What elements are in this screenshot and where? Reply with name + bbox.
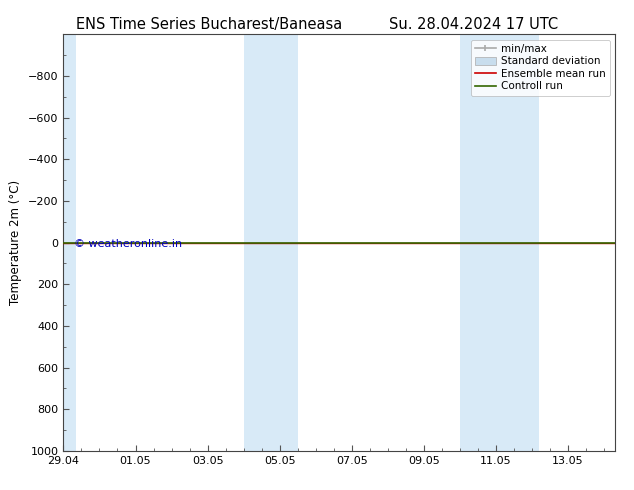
Text: © weatheronline.in: © weatheronline.in: [74, 239, 183, 249]
Text: ENS Time Series Bucharest/Baneasa: ENS Time Series Bucharest/Baneasa: [76, 17, 342, 32]
Text: Su. 28.04.2024 17 UTC: Su. 28.04.2024 17 UTC: [389, 17, 558, 32]
Bar: [478, 34, 540, 451]
Bar: [63, 34, 76, 451]
Bar: [262, 34, 298, 451]
Bar: [460, 34, 478, 451]
Bar: [243, 34, 262, 451]
Y-axis label: Temperature 2m (°C): Temperature 2m (°C): [10, 180, 22, 305]
Legend: min/max, Standard deviation, Ensemble mean run, Controll run: min/max, Standard deviation, Ensemble me…: [470, 40, 610, 96]
